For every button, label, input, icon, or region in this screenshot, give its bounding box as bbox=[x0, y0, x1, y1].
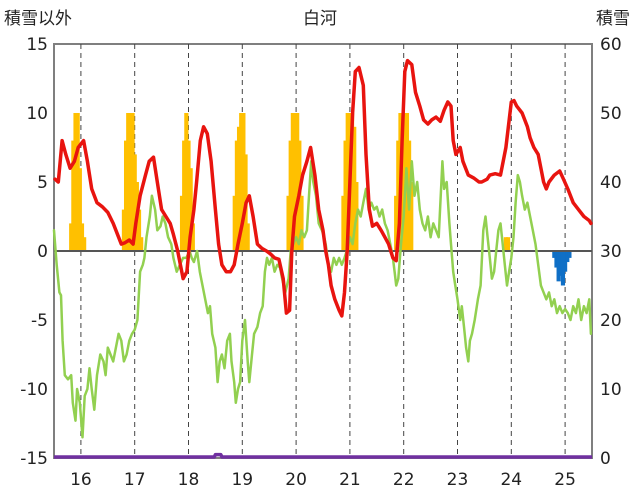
yellow-bar bbox=[73, 113, 78, 251]
right-tick-label: 0 bbox=[600, 449, 611, 469]
x-tick-label: 17 bbox=[124, 470, 146, 490]
yellow-bar bbox=[190, 223, 195, 251]
yellow-bar bbox=[503, 237, 509, 251]
x-tick-label: 16 bbox=[70, 470, 92, 490]
right-axis-label: 積雪 bbox=[596, 9, 630, 29]
yellow-bar bbox=[79, 223, 85, 251]
yellow-bar bbox=[121, 209, 127, 251]
yellow-bar bbox=[409, 182, 414, 251]
right-tick-label: 50 bbox=[600, 104, 622, 124]
blue-bar-series bbox=[552, 251, 572, 286]
yellow-bar bbox=[286, 195, 291, 251]
yellow-bar bbox=[239, 113, 244, 251]
yellow-bar bbox=[139, 237, 144, 251]
x-tick-label: 22 bbox=[393, 470, 415, 490]
yellow-bar bbox=[186, 140, 191, 251]
right-tick-label: 40 bbox=[600, 173, 622, 193]
left-tick-label: -10 bbox=[20, 380, 48, 400]
line-series bbox=[52, 58, 593, 459]
blue-bar bbox=[560, 251, 566, 286]
x-tick-label: 20 bbox=[285, 470, 307, 490]
purple-line bbox=[54, 452, 592, 459]
yellow-bar bbox=[128, 113, 133, 251]
yellow-bar bbox=[241, 113, 246, 251]
right-tick-label: 60 bbox=[600, 35, 622, 55]
yellow-bar bbox=[182, 140, 187, 251]
yellow-bar bbox=[132, 154, 137, 251]
left-tick-label: 15 bbox=[26, 35, 48, 55]
yellow-bar bbox=[126, 113, 131, 251]
blue-bar bbox=[567, 251, 572, 258]
blue-bar bbox=[558, 251, 563, 276]
x-tick-label: 19 bbox=[231, 470, 253, 490]
yellow-bar bbox=[75, 113, 80, 251]
blue-bar bbox=[563, 251, 568, 272]
yellow-bar bbox=[245, 223, 250, 251]
yellow-bar bbox=[234, 140, 240, 251]
yellow-bar bbox=[236, 126, 242, 251]
yellow-bar bbox=[136, 209, 142, 251]
right-tick-label: 30 bbox=[600, 242, 622, 262]
yellow-bar bbox=[400, 113, 405, 251]
yellow-bar bbox=[292, 113, 298, 251]
yellow-bar bbox=[345, 113, 350, 251]
yellow-bar bbox=[343, 140, 348, 251]
yellow-bar bbox=[77, 168, 82, 251]
right-tick-labels: 60 50 40 30 20 10 0 bbox=[600, 35, 622, 469]
blue-bar bbox=[565, 251, 570, 263]
right-tick-label: 20 bbox=[600, 311, 622, 331]
yellow-bar bbox=[352, 126, 357, 251]
red-line bbox=[53, 58, 593, 318]
x-tick-label: 21 bbox=[339, 470, 361, 490]
right-tick-label: 10 bbox=[600, 380, 622, 400]
yellow-bar bbox=[82, 237, 87, 251]
x-tick-label: 24 bbox=[500, 470, 522, 490]
x-tick-labels: 16 17 18 19 20 21 22 23 24 25 bbox=[70, 470, 576, 490]
yellow-bar bbox=[184, 113, 189, 251]
x-tick-label: 23 bbox=[447, 470, 469, 490]
chart-title: 白河 bbox=[303, 9, 337, 29]
blue-bar bbox=[554, 251, 559, 268]
left-axis-label: 積雪以外 bbox=[4, 9, 72, 29]
yellow-bar bbox=[288, 140, 293, 251]
x-tick-label: 25 bbox=[554, 470, 576, 490]
yellow-bar bbox=[299, 195, 304, 251]
yellow-bar bbox=[123, 140, 129, 251]
left-tick-label: 10 bbox=[26, 104, 48, 124]
yellow-bar bbox=[188, 168, 193, 251]
left-tick-labels: 15 10 5 0 -5 -10 -15 bbox=[20, 35, 48, 469]
yellow-bar bbox=[232, 195, 237, 251]
left-tick-label: 0 bbox=[37, 242, 48, 262]
left-tick-label: -15 bbox=[20, 449, 48, 469]
blue-bar bbox=[556, 251, 561, 282]
yellow-bar bbox=[69, 223, 74, 251]
yellow-bar bbox=[394, 195, 399, 251]
yellow-bar bbox=[179, 195, 185, 251]
yellow-bar bbox=[71, 140, 76, 251]
yellow-bar bbox=[130, 113, 135, 251]
yellow-bar bbox=[295, 113, 300, 251]
x-tick-label: 18 bbox=[178, 470, 200, 490]
left-tick-label: 5 bbox=[37, 173, 48, 193]
yellow-bar bbox=[290, 113, 295, 251]
yellow-bar bbox=[396, 140, 401, 251]
yellow-bar bbox=[505, 237, 511, 251]
yellow-bar bbox=[341, 195, 346, 251]
blue-bar bbox=[552, 251, 557, 258]
yellow-bar bbox=[349, 113, 355, 251]
left-tick-label: -5 bbox=[31, 311, 48, 331]
